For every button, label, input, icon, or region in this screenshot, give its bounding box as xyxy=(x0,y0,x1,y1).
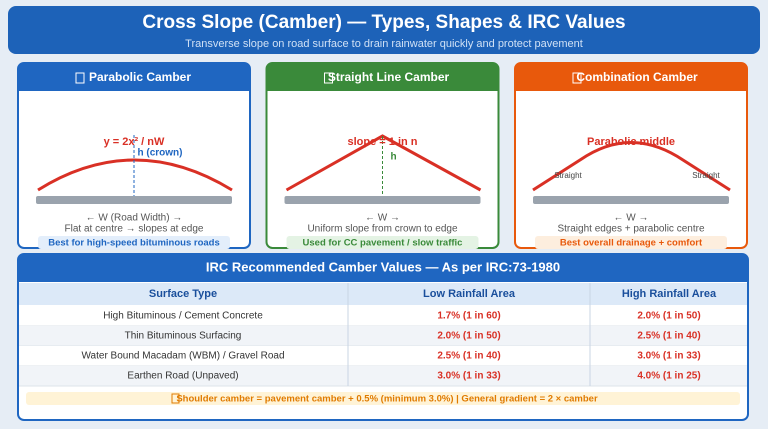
camber-value: 4.0% (1 in 25) xyxy=(637,371,700,382)
crown-label: h (crown) xyxy=(138,148,183,159)
table-row xyxy=(19,346,747,366)
card-note: Best overall drainage + comfort xyxy=(560,238,703,249)
camber-value: 2.5% (1 in 40) xyxy=(437,351,500,362)
card-description: Flat at centre → slopes at edge xyxy=(65,224,204,235)
footnote: Shoulder camber = pavement camber + 0.5%… xyxy=(176,394,598,405)
slope-label: slope = 1 in n xyxy=(348,136,418,148)
column-header: Low Rainfall Area xyxy=(423,288,516,300)
card-header xyxy=(18,63,250,91)
card-icon xyxy=(324,72,333,84)
page-subtitle: Transverse slope on road surface to drai… xyxy=(185,38,583,50)
camber-value: 3.0% (1 in 33) xyxy=(437,371,500,382)
card-description: Uniform slope from crown to edge xyxy=(307,224,458,235)
table-row xyxy=(19,326,747,346)
page-title: Cross Slope (Camber) — Types, Shapes & I… xyxy=(142,12,625,33)
width-caption: ← W (Road Width) → xyxy=(86,213,183,224)
column-header: Surface Type xyxy=(149,288,217,300)
camber-value: 2.0% (1 in 50) xyxy=(437,331,500,342)
camber-curve xyxy=(532,141,731,192)
note-band xyxy=(535,236,727,249)
road-surface xyxy=(533,196,729,204)
card-icon xyxy=(75,72,85,84)
footnote-band xyxy=(26,392,740,405)
card-title: Straight Line Camber xyxy=(328,70,450,84)
card-header xyxy=(515,63,747,91)
card-note: Best for high-speed bituminous roads xyxy=(48,238,220,249)
surface-type: Thin Bituminous Surfacing xyxy=(125,331,242,342)
column-header: High Rainfall Area xyxy=(622,288,717,300)
camber-curve xyxy=(37,158,233,192)
surface-type: Water Bound Macadam (WBM) / Gravel Road xyxy=(81,351,284,362)
camber-value: 3.0% (1 in 33) xyxy=(637,351,700,362)
card-title: Parabolic Camber xyxy=(89,70,191,84)
middle-label: Parabolic middle xyxy=(587,136,675,148)
width-caption: ← W → xyxy=(614,213,649,224)
edge-label: Straight xyxy=(692,171,720,180)
card-icon xyxy=(572,72,582,84)
camber-value: 2.0% (1 in 50) xyxy=(637,311,700,322)
note-band xyxy=(286,236,479,249)
footnote-icon xyxy=(171,393,180,404)
table-row xyxy=(19,366,747,386)
surface-type: Earthen Road (Unpaved) xyxy=(127,371,238,382)
camber-value: 1.7% (1 in 60) xyxy=(437,311,500,322)
table-title: IRC Recommended Camber Values — As per I… xyxy=(206,259,560,274)
header-band xyxy=(8,6,760,54)
crown-label: h xyxy=(390,152,396,163)
road-surface xyxy=(36,196,232,204)
road-surface xyxy=(284,196,481,204)
formula: y = 2x² / nW xyxy=(104,136,165,148)
surface-type: High Bituminous / Cement Concrete xyxy=(103,311,263,322)
table-row xyxy=(19,306,747,326)
camber-value: 2.5% (1 in 40) xyxy=(637,331,700,342)
note-band xyxy=(38,236,230,249)
card-description: Straight edges + parabolic centre xyxy=(557,224,704,235)
column-header-row xyxy=(19,283,747,305)
card-title: Combination Camber xyxy=(576,70,698,84)
width-caption: ← W → xyxy=(365,213,400,224)
table-header xyxy=(18,254,748,282)
edge-label: Straight xyxy=(554,171,582,180)
card-note: Used for CC pavement / slow traffic xyxy=(303,238,463,249)
card-header xyxy=(266,63,499,91)
